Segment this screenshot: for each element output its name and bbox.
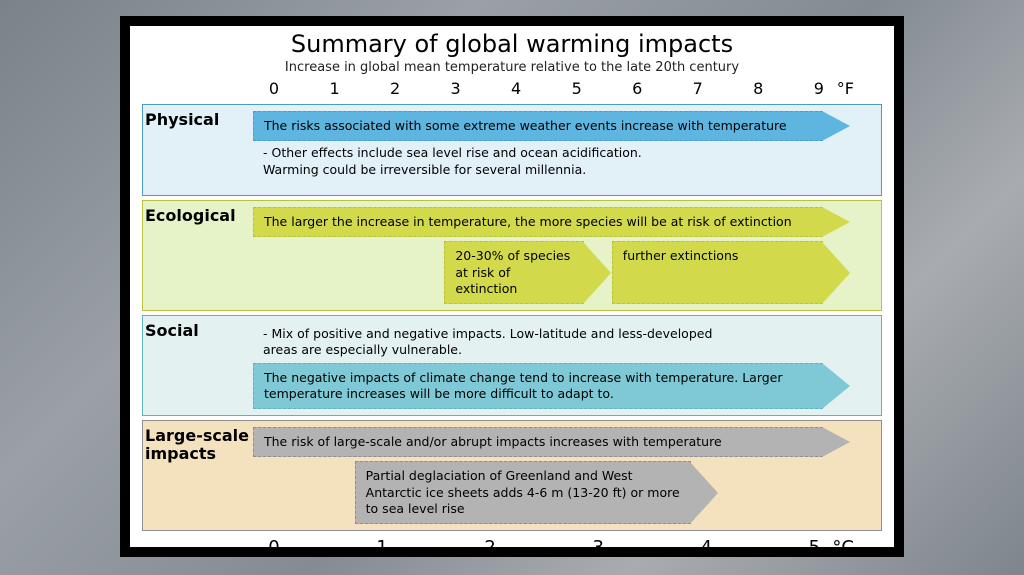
- axis-tick: 3: [586, 537, 610, 558]
- arrow-physical-text: The risks associated with some extreme w…: [264, 118, 787, 133]
- axis-tick: 3: [444, 79, 468, 98]
- arrow-ecological-text: The larger the increase in temperature, …: [264, 214, 792, 229]
- arrow-ecological-sub2: further extinctions: [612, 241, 823, 304]
- axis-tick: 0: [262, 537, 286, 558]
- axis-top-unit: °F: [837, 79, 854, 98]
- row-social: Social - Mix of positive and negative im…: [142, 315, 882, 416]
- axis-tick: 6: [625, 79, 649, 98]
- diagram-subtitle: Increase in global mean temperature rela…: [142, 60, 882, 75]
- row-ecological-label: Ecological: [143, 201, 253, 310]
- axis-bottom-unit: °C: [832, 537, 854, 558]
- ecological-sub-spacer: [253, 241, 444, 304]
- axis-tick: 2: [383, 79, 407, 98]
- diagram-card: Summary of global warming impacts Increa…: [120, 16, 904, 557]
- large-sub-spacer: [253, 461, 355, 524]
- arrow-ecological-sub2-text: further extinctions: [623, 248, 739, 263]
- axis-tick: 1: [370, 537, 394, 558]
- axis-bottom-ticks: 0 1 2 3 4 5: [262, 537, 826, 558]
- row-large: Large-scale impacts The risk of large-sc…: [142, 420, 882, 531]
- row-large-body: The risk of large-scale and/or abrupt im…: [253, 421, 881, 530]
- row-ecological-body: The larger the increase in temperature, …: [253, 201, 881, 310]
- axis-tick: 5: [565, 79, 589, 98]
- axis-tick: 4: [694, 537, 718, 558]
- note-social: - Mix of positive and negative impacts. …: [253, 322, 851, 363]
- row-physical-body: The risks associated with some extreme w…: [253, 105, 881, 195]
- axis-tick: 9: [807, 79, 831, 98]
- row-ecological: Ecological The larger the increase in te…: [142, 200, 882, 311]
- ecological-sub-arrows: 20-30% of species at risk of extinction …: [253, 241, 851, 304]
- axis-tick: 8: [746, 79, 770, 98]
- arrow-physical: The risks associated with some extreme w…: [253, 111, 823, 141]
- arrow-large-sub: Partial deglaciation of Greenland and We…: [355, 461, 692, 524]
- slide-background: Summary of global warming impacts Increa…: [0, 0, 1024, 575]
- axis-tick: 1: [323, 79, 347, 98]
- axis-top-ticks: 0 1 2 3 4 5 6 7 8 9: [262, 79, 831, 98]
- arrow-social: The negative impacts of climate change t…: [253, 363, 823, 410]
- arrow-social-text: The negative impacts of climate change t…: [264, 370, 783, 401]
- axis-tick: 4: [504, 79, 528, 98]
- arrow-ecological: The larger the increase in temperature, …: [253, 207, 823, 237]
- row-physical-label: Physical: [143, 105, 253, 195]
- note-physical: - Other effects include sea level rise a…: [253, 141, 851, 182]
- row-social-body: - Mix of positive and negative impacts. …: [253, 316, 881, 415]
- arrow-large-sub-text: Partial deglaciation of Greenland and We…: [366, 468, 680, 516]
- row-physical: Physical The risks associated with some …: [142, 104, 882, 196]
- row-large-label: Large-scale impacts: [143, 421, 253, 530]
- arrow-ecological-sub1-text: 20-30% of species at risk of extinction: [455, 248, 570, 296]
- large-sub-arrows: Partial deglaciation of Greenland and We…: [253, 461, 851, 524]
- axis-top: 0 1 2 3 4 5 6 7 8 9 °F: [262, 79, 854, 98]
- arrow-large: The risk of large-scale and/or abrupt im…: [253, 427, 823, 457]
- diagram-inner: Summary of global warming impacts Increa…: [130, 30, 894, 551]
- arrow-ecological-sub1: 20-30% of species at risk of extinction: [444, 241, 583, 304]
- axis-bottom: 0 1 2 3 4 5 °C: [262, 537, 854, 558]
- arrow-large-text: The risk of large-scale and/or abrupt im…: [264, 434, 722, 449]
- diagram-title: Summary of global warming impacts: [142, 30, 882, 58]
- axis-tick: 5: [802, 537, 826, 558]
- axis-tick: 0: [262, 79, 286, 98]
- axis-tick: 2: [478, 537, 502, 558]
- row-social-label: Social: [143, 316, 253, 415]
- axis-tick: 7: [686, 79, 710, 98]
- rows-container: Physical The risks associated with some …: [142, 104, 882, 531]
